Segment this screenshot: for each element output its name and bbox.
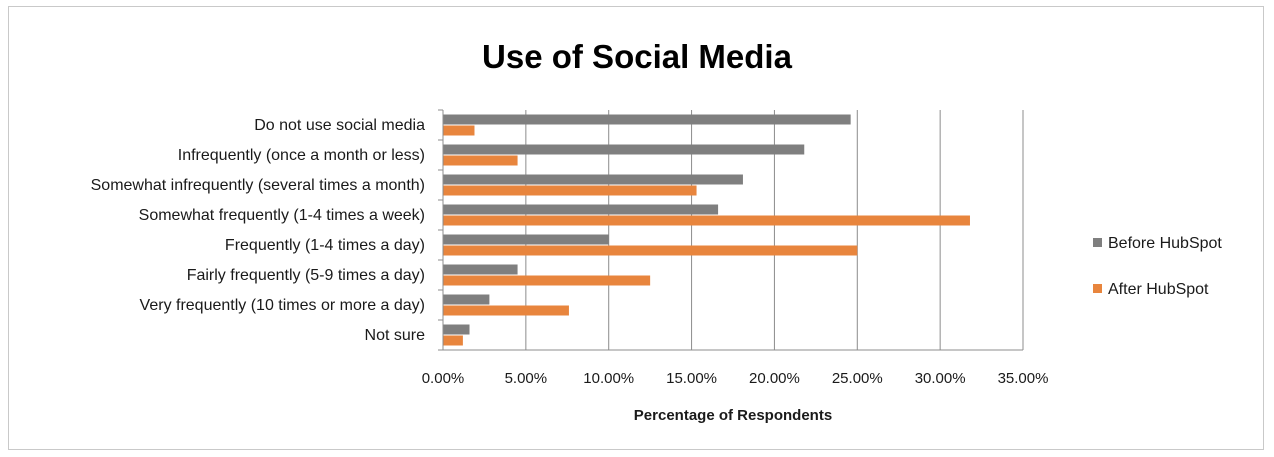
axes <box>438 109 1023 351</box>
x-tick-label: 20.00% <box>749 370 800 387</box>
legend-swatch-before <box>1093 238 1102 247</box>
chart-frame <box>8 6 1264 450</box>
category-label: Somewhat frequently (1-4 times a week) <box>139 207 425 224</box>
x-tick-label: 35.00% <box>998 370 1049 387</box>
category-label: Do not use social media <box>254 117 425 134</box>
x-tick-label: 10.00% <box>583 370 634 387</box>
bar-after-hubspot <box>443 185 697 196</box>
legend-label-before: Before HubSpot <box>1108 235 1222 252</box>
legend-label-after: After HubSpot <box>1108 281 1209 298</box>
category-label: Frequently (1-4 times a day) <box>225 237 425 254</box>
x-axis-title: Percentage of Respondents <box>634 407 832 424</box>
category-label: Infrequently (once a month or less) <box>178 147 425 164</box>
x-tick-label: 25.00% <box>832 370 883 387</box>
bar-before-hubspot <box>443 294 490 305</box>
bar-after-hubspot <box>443 275 651 286</box>
legend: Before HubSpot After HubSpot <box>1093 235 1222 298</box>
x-tick-label: 0.00% <box>422 370 465 387</box>
bar-before-hubspot <box>443 144 805 155</box>
bar-before-hubspot <box>443 204 719 215</box>
category-label: Very frequently (10 times or more a day) <box>140 297 425 314</box>
legend-swatch-after <box>1093 284 1102 293</box>
bar-after-hubspot <box>443 245 858 256</box>
bar-after-hubspot <box>443 335 463 346</box>
bar-after-hubspot <box>443 305 569 316</box>
category-labels: Do not use social media Infrequently (onc… <box>91 117 425 344</box>
bar-before-hubspot <box>443 234 609 245</box>
bar-after-hubspot <box>443 215 970 226</box>
bar-before-hubspot <box>443 114 851 125</box>
bar-before-hubspot <box>443 324 470 335</box>
category-label: Fairly frequently (5-9 times a day) <box>187 267 425 284</box>
x-tick-label: 15.00% <box>666 370 717 387</box>
x-tick-label: 5.00% <box>505 370 548 387</box>
chart-title: Use of Social Media <box>482 38 793 75</box>
bar-before-hubspot <box>443 174 743 185</box>
category-label: Somewhat infrequently (several times a m… <box>91 177 425 194</box>
bar-before-hubspot <box>443 264 518 275</box>
x-tick-labels: 0.00% 5.00% 10.00% 15.00% 20.00% 25.00% 30.00%… <box>422 370 1049 387</box>
category-label: Not sure <box>365 327 426 344</box>
bars <box>443 114 970 346</box>
x-tick-label: 30.00% <box>915 370 966 387</box>
bar-after-hubspot <box>443 155 518 166</box>
bar-after-hubspot <box>443 125 475 136</box>
